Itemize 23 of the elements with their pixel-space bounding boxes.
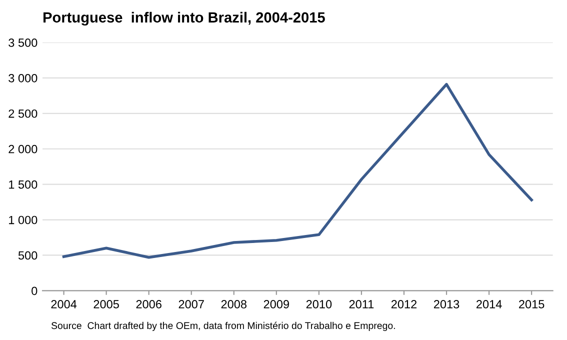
x-tick-label: 2014	[476, 300, 502, 308]
x-tick-label: 2012	[391, 300, 417, 308]
chart-title: Portuguese inflow into Brazil, 2004-2015	[44, 12, 325, 26]
y-tick-label: 3 500	[8, 38, 38, 47]
x-tick-label: 2005	[94, 300, 119, 308]
y-tick-label: 1 000	[9, 216, 38, 224]
x-tick-label: 2010	[306, 300, 332, 308]
x-tick-label: 2007	[178, 300, 204, 308]
line-series	[62, 82, 533, 259]
y-tick-label: 0	[32, 286, 38, 296]
source-note: Source Chart drafted by the OEm, data from Ministério do Trabalho e Emprego.	[51, 322, 395, 331]
y-tick-label: 2 500	[8, 109, 38, 118]
x-tick-label: 2015	[519, 300, 544, 308]
x-tick-label: 2004	[51, 300, 77, 308]
x-tick-label: 2009	[264, 300, 289, 308]
y-tick-label: 500	[18, 251, 38, 260]
y-tick-label: 1 500	[9, 180, 38, 189]
x-tick-label: 2008	[221, 300, 247, 308]
y-tick-label: 2 000	[8, 144, 38, 154]
x-tick-label: 2011	[349, 300, 374, 308]
y-tick-label: 3 000	[8, 74, 38, 82]
x-tick-label: 2013	[434, 300, 460, 308]
x-tick-label: 2006	[136, 300, 162, 308]
